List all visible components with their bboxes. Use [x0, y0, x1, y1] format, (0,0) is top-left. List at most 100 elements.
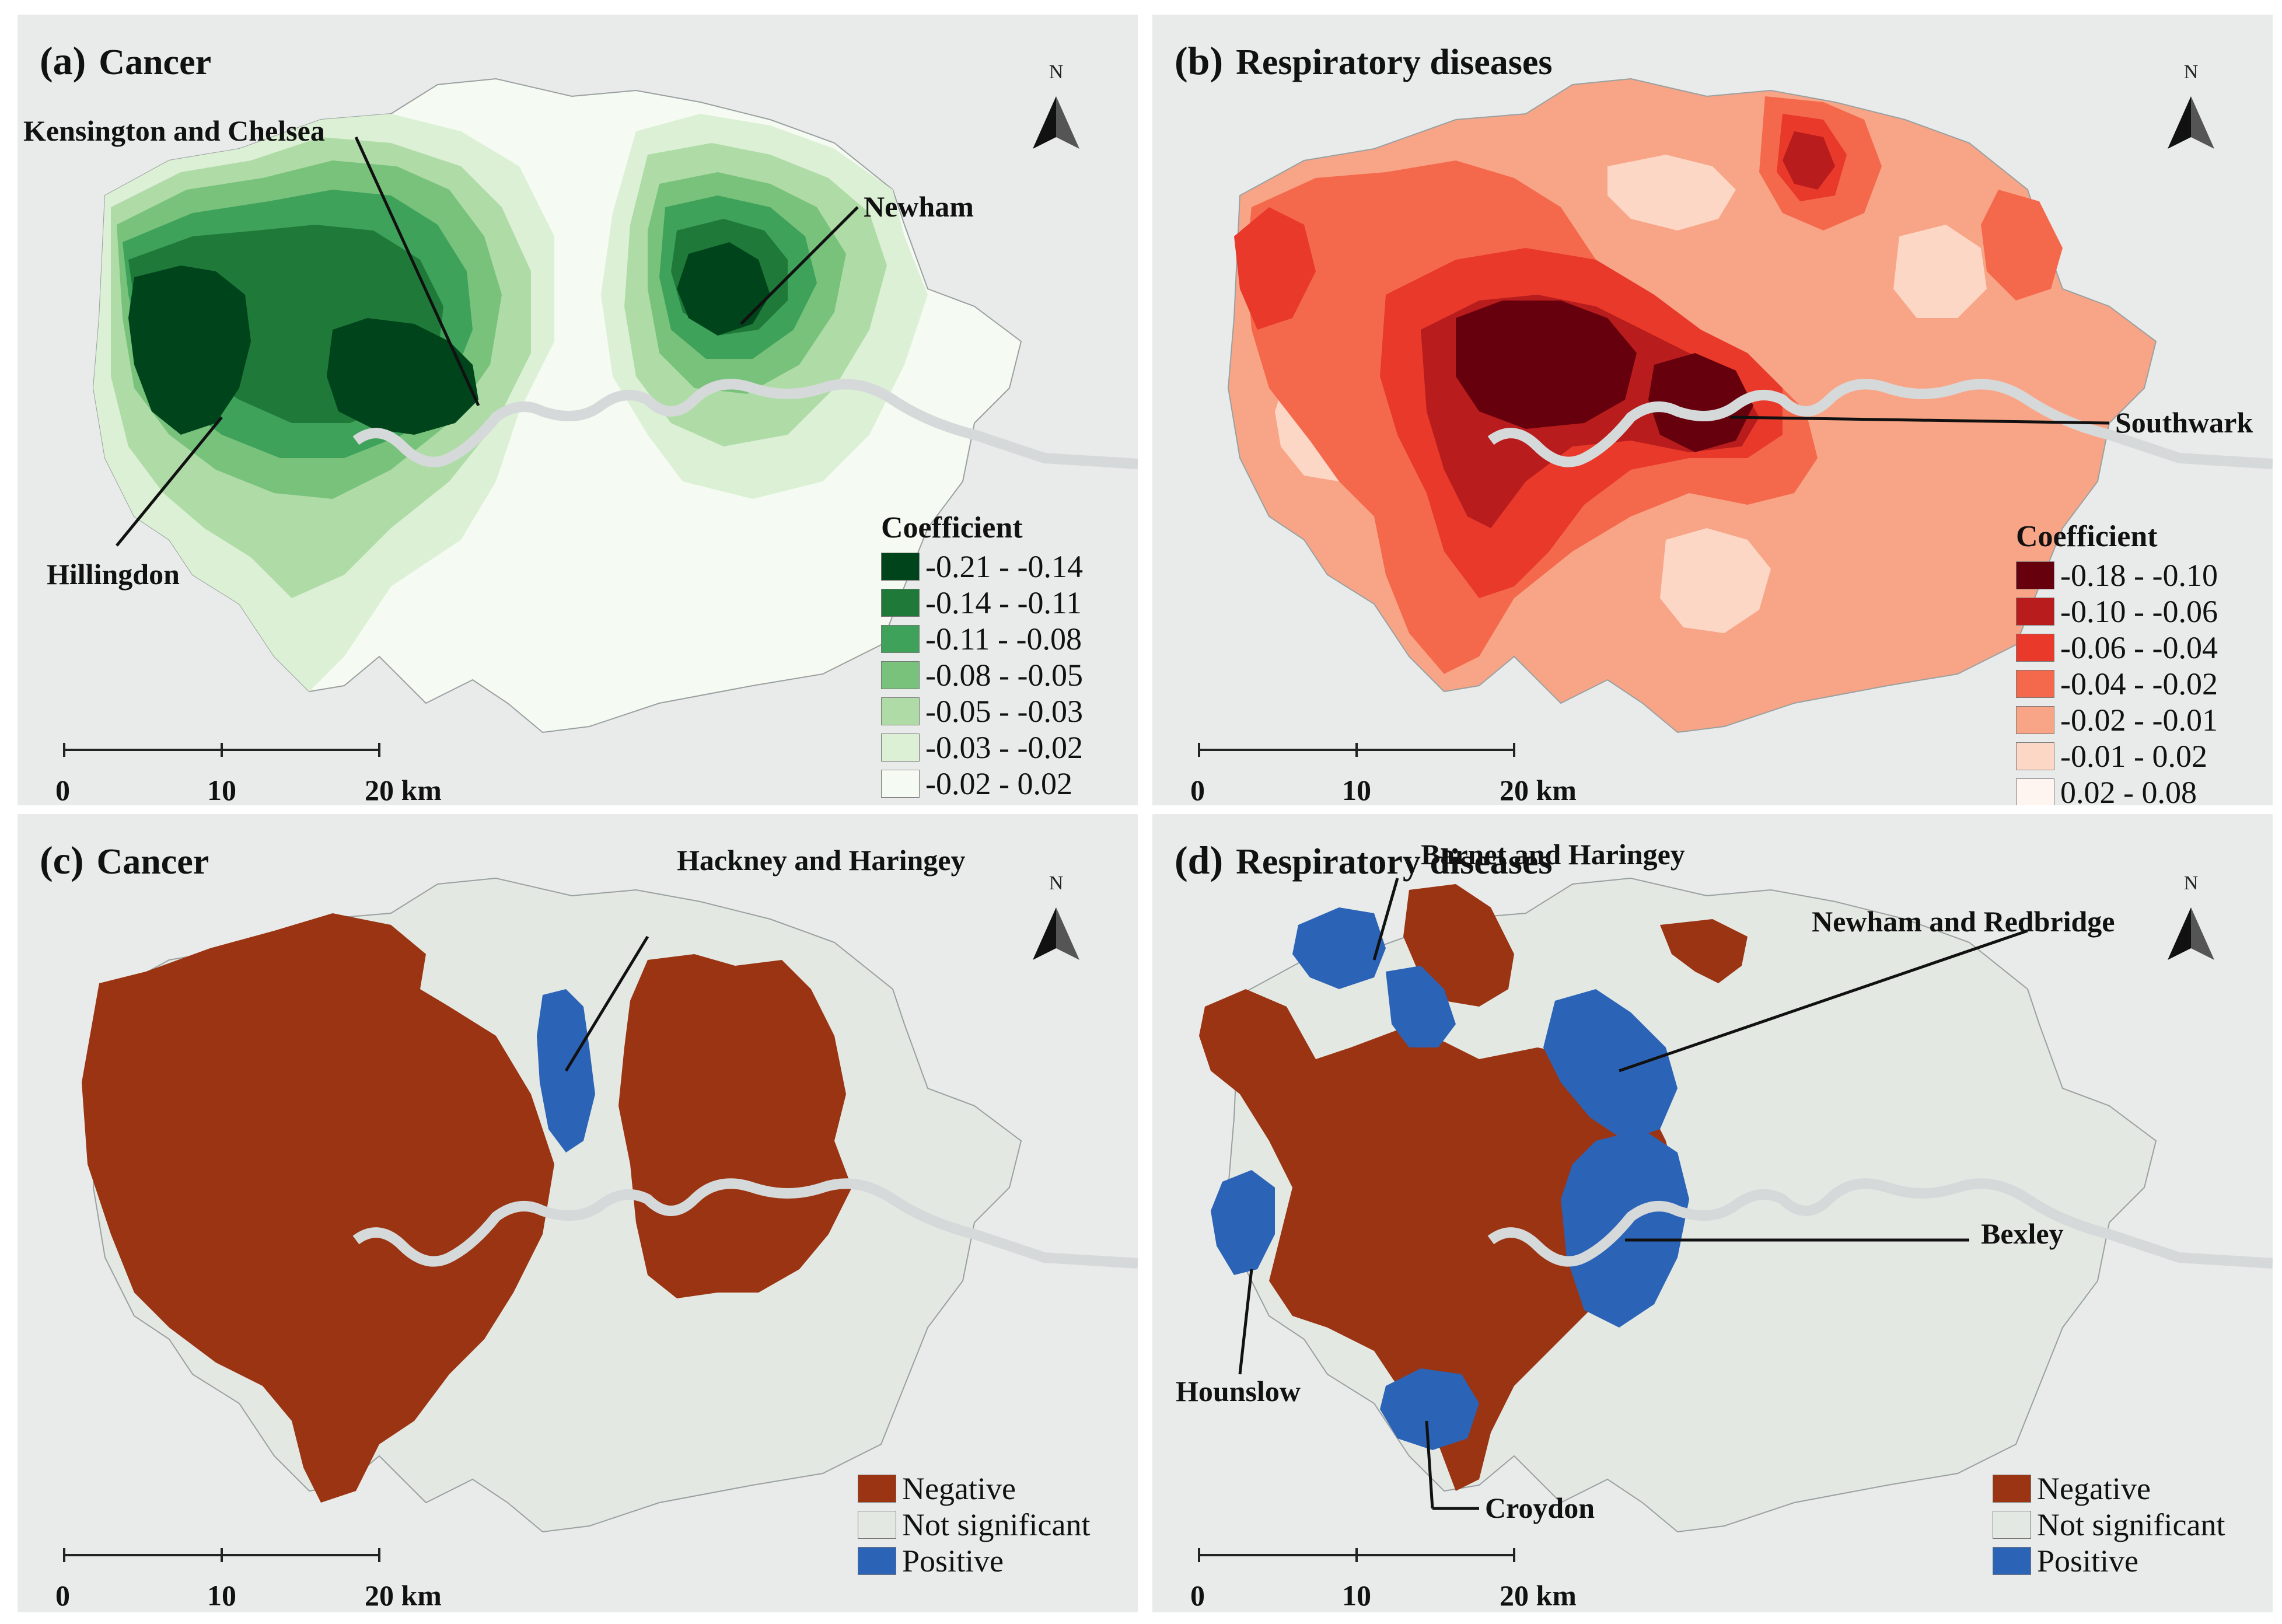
- legend: Negative Not significant Positive: [858, 1471, 1090, 1579]
- panel-letter: (d): [1175, 838, 1224, 882]
- north-arrow-icon: N: [1039, 61, 1074, 85]
- legend-label: 0.02 - 0.08: [2060, 775, 2197, 805]
- legend-item: Not significant: [858, 1507, 1090, 1543]
- north-arrow-icon: N: [2173, 872, 2208, 896]
- positive-region-newham-redbridge: [1543, 989, 1678, 1141]
- legend-swatch: [2016, 670, 2054, 698]
- panel-title: (d) Respiratory diseases: [1175, 837, 1553, 883]
- negative-region-west-central: [1199, 989, 1678, 1491]
- class-6-patch-north: [1607, 155, 1736, 230]
- legend-label: Negative: [2037, 1471, 2151, 1506]
- legend-swatch: [881, 734, 920, 762]
- significance-map-c: [18, 814, 1138, 1612]
- legend-item: Negative: [858, 1471, 1090, 1507]
- choropleth-map-b: [1152, 15, 2273, 805]
- north-arrow-shape-a: [1033, 96, 1079, 149]
- legend-label: -0.21 - -0.14: [925, 549, 1083, 584]
- scale-bar-b: [1198, 743, 1515, 757]
- legend-swatch: [2016, 634, 2054, 662]
- legend: Coefficient -0.18 - -0.10 -0.10 - -0.06 …: [2016, 519, 2218, 805]
- legend-label: -0.08 - -0.05: [925, 658, 1083, 693]
- legend-label: -0.05 - -0.03: [925, 694, 1083, 729]
- panel-title: (c) Cancer: [40, 837, 209, 883]
- legend-item: Not significant: [1993, 1507, 2225, 1543]
- scale-bar-c: [63, 1548, 380, 1562]
- panel-name: Cancer: [99, 43, 212, 82]
- legend-label: -0.11 - -0.08: [925, 621, 1082, 656]
- legend-title: Coefficient: [2016, 520, 2158, 553]
- class-1-region-westminster: [1456, 301, 1637, 429]
- legend-item: Positive: [1993, 1543, 2225, 1579]
- legend-title: Coefficient: [881, 511, 1023, 544]
- scale-tick-0: 0: [1190, 1579, 1205, 1612]
- class-6-patch-east: [1893, 225, 1987, 318]
- legend-label: -0.04 - -0.02: [2060, 666, 2218, 701]
- class-1-region-hillingdon: [128, 266, 251, 435]
- callout-bexley: Bexley: [1981, 1217, 2064, 1250]
- class-3-region-west: [1234, 207, 1316, 330]
- panel-name: Respiratory diseases: [1236, 43, 1553, 82]
- legend-label: -0.03 - -0.02: [925, 730, 1083, 765]
- callout-hackney-haringey: Hackney and Haringey: [677, 844, 966, 876]
- legend-label: Positive: [902, 1543, 1004, 1578]
- choropleth-map-a: [18, 15, 1138, 805]
- legend-swatch: [858, 1511, 896, 1539]
- legend-swatch: [2016, 598, 2054, 626]
- legend-label: -0.10 - -0.06: [2060, 594, 2218, 629]
- legend-swatch: [1993, 1475, 2031, 1503]
- legend-item: -0.01 - 0.02: [2016, 738, 2218, 774]
- negative-region-east: [618, 954, 852, 1298]
- thames-river: [352, 379, 1138, 469]
- legend-swatch: [858, 1475, 896, 1503]
- legend-label: -0.18 - -0.10: [2060, 558, 2218, 593]
- legend-item: -0.08 - -0.05: [881, 657, 1083, 693]
- legend-item: -0.02 - -0.01: [2016, 702, 2218, 738]
- north-arrow-shape-c: [1033, 907, 1079, 960]
- panel-name: Respiratory diseases: [1236, 842, 1553, 882]
- legend: Coefficient -0.21 - -0.14 -0.14 - -0.11 …: [881, 511, 1083, 802]
- legend-swatch: [1993, 1511, 2031, 1539]
- legend-label: Positive: [2037, 1543, 2139, 1578]
- positive-region-haringey: [1386, 966, 1456, 1047]
- callout-kensington: Kensington and Chelsea: [23, 114, 325, 147]
- north-arrow-shape-d: [2168, 907, 2214, 960]
- legend-item: -0.11 - -0.08: [881, 621, 1083, 657]
- class-1-region-kensington: [327, 318, 478, 435]
- legend-item: -0.04 - -0.02: [2016, 666, 2218, 702]
- scale-tick-10: 10: [207, 774, 236, 805]
- north-arrow-shape-b: [2168, 96, 2214, 149]
- legend-item: -0.02 - 0.02: [881, 766, 1083, 802]
- thames-river: [1487, 379, 2273, 469]
- panel-name: Cancer: [96, 842, 209, 882]
- north-label: N: [2183, 872, 2199, 894]
- scale-tick-0: 0: [55, 1579, 70, 1612]
- legend-label: -0.02 - 0.02: [925, 766, 1072, 801]
- panel-letter: (c): [40, 838, 84, 882]
- north-label: N: [1049, 872, 1064, 894]
- scale-tick-10: 10: [1342, 1579, 1371, 1612]
- legend-item: -0.10 - -0.06: [2016, 593, 2218, 630]
- legend-swatch: [858, 1547, 896, 1575]
- legend-swatch: [1993, 1547, 2031, 1575]
- scale-labels: 0 10 20 km: [50, 744, 442, 805]
- thames-river: [1487, 1178, 2273, 1269]
- negative-region-ne: [1660, 919, 1748, 983]
- scale-tick-20: 20 km: [365, 1579, 442, 1612]
- panel-letter: (a): [40, 39, 86, 83]
- legend-label: -0.14 - -0.11: [925, 585, 1082, 620]
- legend-label: -0.02 - -0.01: [2060, 703, 2218, 738]
- class-1-region-southwark: [1648, 353, 1753, 452]
- positive-region-croydon: [1380, 1368, 1479, 1450]
- map-panel-d: (d) Respiratory diseases N Barnet and Har…: [1152, 814, 2273, 1612]
- significance-map-d: [1152, 814, 2273, 1612]
- north-label: N: [1049, 61, 1064, 83]
- class-1-region-newham: [677, 242, 770, 336]
- legend-label: -0.01 - 0.02: [2060, 739, 2207, 774]
- scale-labels: 0 10 20 km: [1184, 744, 1577, 805]
- scale-tick-0: 0: [55, 774, 70, 805]
- legend-swatch: [2016, 742, 2054, 770]
- panel-title: (a) Cancer: [40, 38, 211, 84]
- thames-river: [352, 1178, 1138, 1269]
- negative-region-west: [82, 913, 554, 1503]
- class-2-region-ne: [1783, 131, 1835, 190]
